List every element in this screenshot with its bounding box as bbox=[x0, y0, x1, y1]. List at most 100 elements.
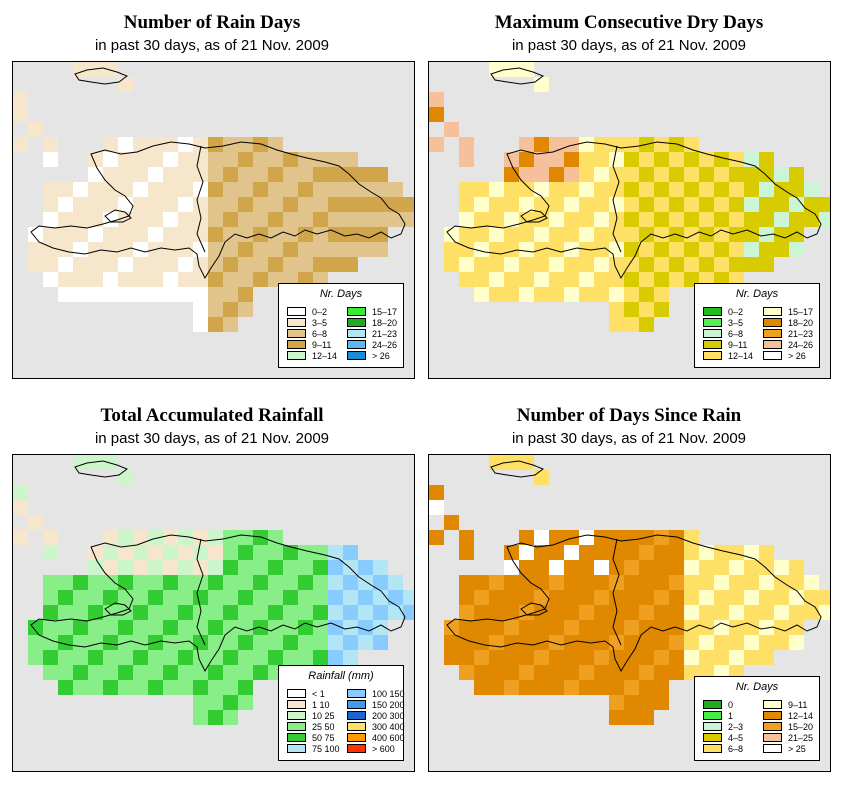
grid-cell bbox=[624, 242, 639, 257]
grid-cell bbox=[178, 197, 193, 212]
grid-cell bbox=[103, 257, 118, 272]
legend-label: 6–8 bbox=[312, 328, 328, 339]
grid-cell bbox=[579, 605, 594, 620]
grid-cell bbox=[624, 530, 639, 545]
grid-cell bbox=[669, 635, 684, 650]
grid-cell bbox=[238, 635, 253, 650]
grid-cell bbox=[223, 182, 238, 197]
grid-cell bbox=[238, 242, 253, 257]
legend-label: 0–2 bbox=[312, 306, 328, 317]
grid-cell bbox=[193, 620, 208, 635]
panel-title-since-rain: Number of Days Since Rain bbox=[516, 405, 742, 426]
grid-cell bbox=[28, 620, 43, 635]
legend-item: 25 50 bbox=[287, 721, 335, 732]
grid-cell bbox=[328, 197, 343, 212]
grid-cell bbox=[178, 272, 193, 287]
grid-cell bbox=[268, 227, 283, 242]
legend-item: > 25 bbox=[763, 743, 806, 754]
grid-cell bbox=[699, 197, 714, 212]
grid-cell bbox=[699, 152, 714, 167]
grid-cell bbox=[504, 272, 519, 287]
grid-cell bbox=[133, 665, 148, 680]
legend-label: > 26 bbox=[788, 350, 806, 361]
grid-cell bbox=[253, 242, 268, 257]
grid-cell bbox=[714, 560, 729, 575]
grid-cell bbox=[373, 212, 388, 227]
grid-cell bbox=[328, 575, 343, 590]
grid-cell bbox=[223, 620, 238, 635]
grid-cell bbox=[639, 635, 654, 650]
legend-swatch bbox=[347, 722, 366, 731]
grid-cell bbox=[88, 665, 103, 680]
grid-cell bbox=[594, 530, 609, 545]
grid-cell bbox=[208, 710, 223, 725]
grid-cell bbox=[43, 530, 58, 545]
grid-cell bbox=[639, 545, 654, 560]
grid-cell bbox=[313, 197, 328, 212]
grid-cell bbox=[298, 620, 313, 635]
legend-label: 75 100 bbox=[312, 743, 340, 754]
grid-cell bbox=[789, 560, 804, 575]
grid-cell bbox=[208, 212, 223, 227]
grid-cell bbox=[774, 560, 789, 575]
grid-cell bbox=[88, 197, 103, 212]
grid-cell bbox=[474, 242, 489, 257]
grid-cell bbox=[358, 167, 373, 182]
grid-cell bbox=[118, 227, 133, 242]
grid-cell bbox=[178, 560, 193, 575]
grid-cell bbox=[789, 242, 804, 257]
grid-cell bbox=[789, 590, 804, 605]
grid-cell bbox=[624, 620, 639, 635]
grid-cell bbox=[298, 167, 313, 182]
grid-cell bbox=[238, 545, 253, 560]
islet-coastline bbox=[490, 67, 545, 85]
legend-item: 3–5 bbox=[703, 317, 743, 328]
grid-cell bbox=[118, 77, 133, 92]
grid-cell bbox=[564, 197, 579, 212]
grid-cell bbox=[43, 212, 58, 227]
grid-cell bbox=[178, 605, 193, 620]
grid-cell bbox=[193, 590, 208, 605]
grid-cell bbox=[313, 227, 328, 242]
grid-cell bbox=[774, 635, 789, 650]
grid-cell bbox=[13, 485, 28, 500]
grid-cell bbox=[729, 545, 744, 560]
grid-cell bbox=[238, 665, 253, 680]
legend-label: 2–3 bbox=[728, 721, 744, 732]
grid-cell bbox=[624, 212, 639, 227]
grid-cell bbox=[343, 650, 358, 665]
grid-cell bbox=[579, 227, 594, 242]
grid-cell bbox=[624, 137, 639, 152]
grid-cell bbox=[639, 287, 654, 302]
grid-cell bbox=[283, 152, 298, 167]
grid-cell bbox=[358, 212, 373, 227]
grid-cell bbox=[133, 257, 148, 272]
grid-cell bbox=[639, 197, 654, 212]
grid-cell bbox=[133, 212, 148, 227]
grid-cell bbox=[624, 665, 639, 680]
grid-cell bbox=[283, 182, 298, 197]
grid-cell bbox=[519, 455, 534, 470]
grid-cell bbox=[729, 575, 744, 590]
grid-cell bbox=[594, 605, 609, 620]
grid-cell bbox=[208, 695, 223, 710]
grid-cell bbox=[744, 242, 759, 257]
grid-cell bbox=[804, 590, 819, 605]
panel-title-rain-days: Number of Rain Days bbox=[123, 12, 301, 33]
grid-cell bbox=[624, 605, 639, 620]
grid-cell bbox=[268, 650, 283, 665]
legend-item: 300 400 bbox=[347, 721, 405, 732]
legend-label: 300 400 bbox=[372, 721, 405, 732]
grid-cell bbox=[699, 650, 714, 665]
grid-cell bbox=[459, 152, 474, 167]
grid-cell bbox=[403, 605, 414, 620]
grid-cell bbox=[504, 665, 519, 680]
grid-cell bbox=[343, 152, 358, 167]
grid-cell bbox=[118, 560, 133, 575]
legend-label: 12–14 bbox=[312, 350, 338, 361]
grid-cell bbox=[489, 242, 504, 257]
grid-cell bbox=[373, 182, 388, 197]
legend-label: 12–14 bbox=[788, 710, 814, 721]
grid-cell bbox=[58, 182, 73, 197]
